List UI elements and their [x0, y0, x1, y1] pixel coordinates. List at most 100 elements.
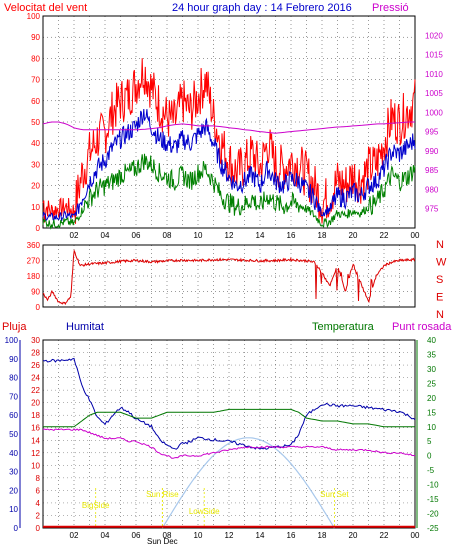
pressure-tick-label: 1020	[425, 31, 443, 40]
rain-tick-label: 4	[36, 499, 41, 508]
pressure-tick-label: 980	[425, 185, 439, 194]
direction-tick-label: 180	[27, 272, 41, 281]
wind-x-tick-label: 10	[194, 231, 203, 240]
wind-x-tick-label: 04	[101, 231, 110, 240]
sun-marker-label: Sun Rise	[146, 490, 179, 499]
temperature-tick-label: 40	[427, 336, 436, 345]
temperature-tick-label: 35	[427, 350, 436, 359]
pressure-tick-label: 1000	[425, 108, 443, 117]
wind-speed-tick-label: 20	[31, 182, 40, 191]
dewpoint-label: Punt rosada	[392, 321, 452, 333]
wind-speed-tick-label: 100	[27, 12, 41, 21]
temperature-tick-label: 25	[427, 379, 436, 388]
humidity-x-tick-label: 04	[101, 531, 110, 540]
rain-tick-label: 22	[31, 386, 40, 395]
chart-title: 24 hour graph day : 14 Febrero 2016	[172, 2, 352, 14]
rain-tick-label: 14	[31, 436, 40, 445]
wind-series-line	[42, 108, 416, 222]
compass-label: W	[436, 257, 447, 269]
humidity-tick-label: 80	[9, 374, 18, 383]
wind-speed-tick-label: 40	[31, 139, 40, 148]
direction-plot-frame	[42, 244, 416, 308]
humidity-series-line	[42, 428, 416, 459]
pressure-tick-label: 1005	[425, 89, 443, 98]
rain-label: Pluja	[2, 321, 27, 333]
humidity-tick-label: 100	[5, 336, 19, 345]
wind-speed-tick-label: 50	[31, 118, 40, 127]
rain-tick-label: 12	[31, 449, 40, 458]
pressure-tick-label: 995	[425, 128, 439, 137]
pressure-tick-label: 1010	[425, 70, 443, 79]
pressure-tick-label: 1015	[425, 51, 443, 60]
direction-tick-label: 270	[27, 257, 41, 266]
plot-layer: 0102030405060708090100975980985990995100…	[5, 12, 447, 544]
temperature-tick-label: -25	[427, 524, 439, 533]
humidity-tick-label: 70	[9, 392, 18, 401]
wind-x-tick-label: 12	[225, 231, 234, 240]
wind-speed-tick-label: 70	[31, 76, 40, 85]
wind-x-tick-label: 20	[349, 231, 358, 240]
temperature-tick-label: 10	[427, 423, 436, 432]
direction-tick-label: 0	[36, 303, 41, 312]
wind-series-line	[42, 121, 415, 134]
humidity-x-tick-label: 06	[132, 531, 141, 540]
wind-x-tick-label: 22	[380, 231, 389, 240]
sun-marker-label: Sun Set	[320, 490, 349, 499]
humidity-tick-label: 20	[9, 486, 18, 495]
direction-series-line	[42, 249, 416, 306]
rain-tick-label: 10	[31, 461, 40, 470]
sun-marker-label: BigSide	[82, 501, 110, 510]
wind-x-tick-label: 18	[318, 231, 327, 240]
temperature-tick-label: 20	[427, 394, 436, 403]
humidity-label: Humitat	[66, 321, 104, 333]
direction-tick-label: 90	[31, 288, 40, 297]
pressure-label: Pressió	[372, 2, 409, 14]
wind-x-tick-label: 02	[70, 231, 79, 240]
temperature-tick-label: -5	[427, 466, 435, 475]
rain-tick-label: 8	[36, 474, 41, 483]
humidity-x-tick-label: 10	[194, 531, 203, 540]
rain-tick-label: 24	[31, 374, 40, 383]
temperature-tick-label: -10	[427, 481, 439, 490]
wind-speed-tick-label: 90	[31, 33, 40, 42]
humidity-x-tick-label: 20	[349, 531, 358, 540]
humidity-tick-label: 30	[9, 468, 18, 477]
humidity-tick-label: 0	[14, 524, 19, 533]
sun-marker-label: LowSide	[189, 507, 220, 516]
sun-marker-label: Sun Dec	[147, 537, 178, 544]
humidity-tick-label: 40	[9, 449, 18, 458]
compass-label: N	[436, 239, 444, 251]
direction-tick-label: 360	[27, 241, 41, 250]
temperature-tick-label: 5	[427, 437, 432, 446]
pressure-tick-label: 985	[425, 166, 439, 175]
temperature-tick-label: 0	[427, 452, 432, 461]
wind-series-line	[42, 153, 416, 230]
compass-label: E	[436, 292, 443, 304]
humidity-tick-label: 60	[9, 411, 18, 420]
humidity-tick-label: 10	[9, 505, 18, 514]
humidity-x-tick-label: 00	[411, 531, 420, 540]
wind-x-tick-label: 16	[287, 231, 296, 240]
wind-x-tick-label: 08	[163, 231, 172, 240]
humidity-series-line	[42, 357, 416, 450]
rain-tick-label: 28	[31, 349, 40, 358]
humidity-tick-label: 50	[9, 430, 18, 439]
temperature-tick-label: -15	[427, 495, 439, 504]
rain-tick-label: 6	[36, 486, 41, 495]
wind-speed-tick-label: 30	[31, 160, 40, 169]
wind-speed-tick-label: 10	[31, 203, 40, 212]
wind-speed-label: Velocitat del vent	[4, 2, 87, 14]
wind-speed-tick-label: 80	[31, 54, 40, 63]
wind-speed-tick-label: 60	[31, 97, 40, 106]
rain-tick-label: 2	[36, 511, 41, 520]
wind-speed-tick-label: 0	[36, 224, 41, 233]
humidity-x-tick-label: 08	[163, 531, 172, 540]
temperature-label: Temperatura	[312, 321, 375, 333]
rain-tick-label: 16	[31, 424, 40, 433]
pressure-tick-label: 975	[425, 205, 439, 214]
wind-x-tick-label: 14	[256, 231, 265, 240]
temperature-tick-label: 15	[427, 408, 436, 417]
pressure-tick-label: 990	[425, 147, 439, 156]
wind-x-tick-label: 00	[411, 231, 420, 240]
